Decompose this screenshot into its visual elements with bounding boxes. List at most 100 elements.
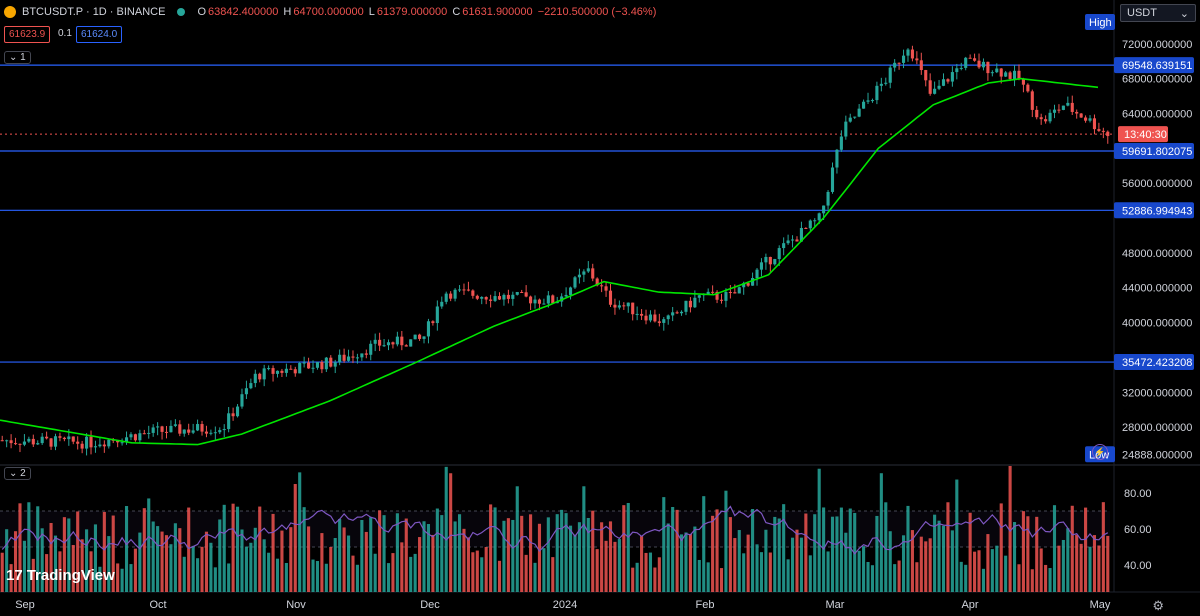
candle-body [511,294,515,299]
volume-bar [13,531,18,592]
volume-bar [746,534,750,592]
volume-bar [826,551,830,592]
volume-bar [1084,507,1088,592]
volume-bar [648,552,653,592]
volume-bar [462,528,466,592]
candle-body [724,292,728,301]
volume-bar [631,567,635,592]
volume-bar [231,503,235,592]
pane-2-tag[interactable]: ⌄ 2 [4,467,31,480]
volume-bar [147,498,151,592]
volume-bar [644,552,648,592]
volume-bar [457,514,462,592]
oscillator-axis-label: 40.00 [1124,560,1152,572]
volume-bar [1048,568,1052,592]
candle-body [884,82,888,84]
volume-bar [577,522,581,592]
candle-body [53,436,58,447]
volume-bar [222,504,226,592]
candle-body [258,373,262,380]
candle-body [298,363,302,374]
candle-body [67,436,71,440]
volume-bar [400,542,404,592]
sell-price-button[interactable]: 61623.9 [4,26,51,43]
volume-bar [196,558,200,592]
volume-bar [142,508,146,592]
volume-bar [595,549,599,592]
candle-body [346,356,351,361]
candle-body [817,213,821,221]
volume-bar [1039,548,1043,592]
currency-select[interactable]: USDT ⌄ [1120,4,1196,22]
volume-bar [737,530,741,592]
candle-body [382,345,386,347]
volume-bar [9,564,13,592]
volume-bar [129,564,133,592]
volume-bar [395,513,399,592]
volume-bar [666,523,670,592]
candle-body [156,426,160,428]
volume-bar [76,511,80,592]
volume-bar [71,544,75,592]
candle-body [497,296,502,300]
volume-bar [755,544,759,592]
candle-body [1035,109,1039,118]
candle-body [244,388,248,395]
candle-body [267,368,271,370]
candle-body [49,438,53,447]
pane-1-tag[interactable]: ⌄ 1 [4,51,31,64]
candle-body [93,446,98,448]
volume-bar [351,555,355,592]
candle-body [102,444,106,447]
close-label: C [452,6,461,18]
candle-body [600,285,604,287]
volume-bar [1057,545,1061,592]
candle-body [591,268,595,279]
volume-bar [786,559,790,592]
candle-body [995,68,999,73]
lightning-icon[interactable]: ⚡ [1092,444,1108,460]
volume-bar [502,520,506,592]
candle-body [178,424,182,434]
volume-bar [884,502,888,592]
candle-body [27,438,31,442]
candle-body [1084,117,1088,121]
symbol-title[interactable]: BTCUSDT.P · 1D · BINANCE [22,6,166,18]
candle-body [471,290,475,296]
candle-body [466,289,470,291]
time-axis-label: Sep [15,599,35,611]
candle-body [901,55,906,63]
level-tag: 52886.994943 [1122,205,1192,217]
volume-bar [267,552,271,592]
volume-bar [1052,505,1057,592]
volume-bar [302,507,306,592]
candle-body [981,61,986,68]
candle-body [355,357,359,359]
candle-body [777,248,781,260]
high-tag: High [1089,17,1112,29]
volume-bar [307,526,311,592]
market-status-icon [177,8,186,16]
candle-body [626,302,630,307]
candle-body [1088,118,1092,121]
buy-price-button[interactable]: 61624.0 [76,26,123,43]
volume-bar [484,547,488,592]
volume-bar [848,508,852,592]
volume-bar [156,526,160,592]
candle-body [395,336,399,345]
low-label: L [368,6,375,18]
volume-bar [1004,555,1008,592]
volume-bar [817,468,821,592]
gear-icon[interactable]: ⚙ [1152,598,1164,613]
candle-body [275,370,280,374]
tradingview-logo[interactable]: 17 TradingView [6,567,115,584]
candle-body [879,83,883,86]
price-axis-label: 32000.000000 [1122,387,1192,399]
candle-body [973,58,977,61]
volume-bar [453,521,457,592]
volume-bar [360,519,364,592]
volume-bar [955,479,959,592]
currency-value: USDT [1127,7,1157,19]
candle-body [653,314,657,322]
